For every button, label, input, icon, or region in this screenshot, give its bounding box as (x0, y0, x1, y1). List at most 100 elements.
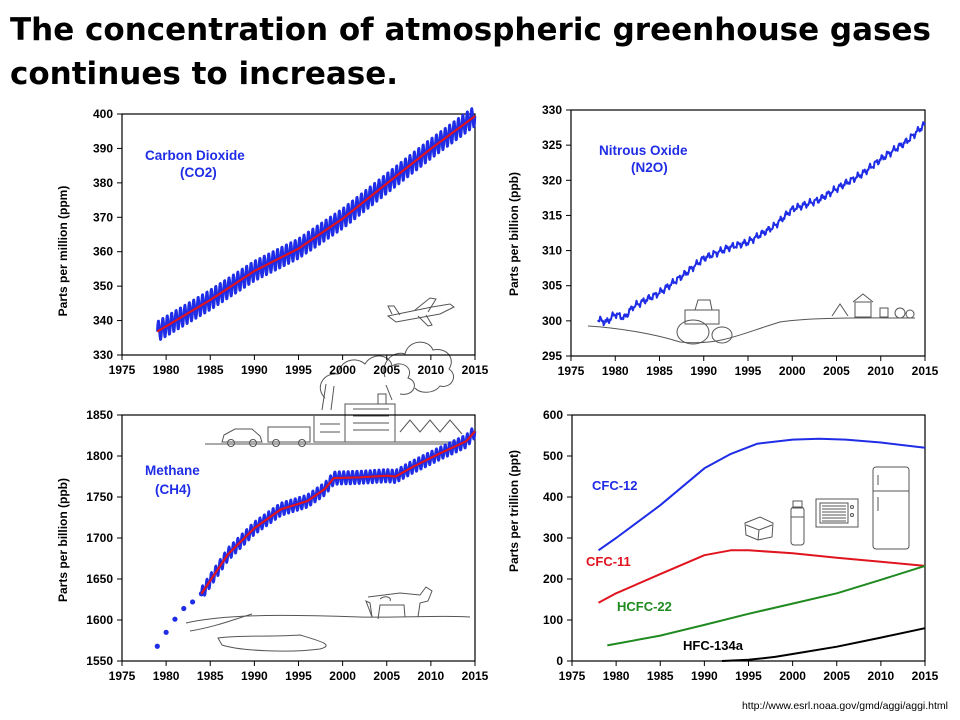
halocarbons-x-tick-label: 1995 (735, 669, 762, 683)
co2-x-tick-label: 2005 (373, 363, 400, 377)
ch4-y-tick-label: 1550 (86, 654, 113, 668)
ch4-x-tick-label: 1980 (153, 669, 180, 683)
takeout-box-icon (744, 516, 774, 541)
halocarbons-y-tick-label: 100 (543, 613, 563, 627)
ch4-x-tick-label: 2005 (373, 669, 400, 683)
halocarbons-x-tick-label: 1975 (559, 669, 586, 683)
halocarbons-x-tick-label: 1980 (603, 669, 630, 683)
halocarbons-y-tick-label: 500 (543, 449, 563, 463)
halocarbon-chart: 1975 1980 1985 1990 1995 2000 2005 2010 2015 0 100… (507, 408, 939, 683)
cfc12-label: CFC-12 (592, 478, 638, 493)
hfc134a-label: HFC-134a (683, 638, 744, 653)
ch4-x-tick-label: 1985 (197, 669, 224, 683)
ch4-y-tick-label: 1750 (86, 490, 113, 504)
ch4-early-point (172, 616, 178, 622)
co2-label-line1: Carbon Dioxide (145, 148, 245, 163)
co2-illustration (205, 297, 465, 447)
refrigerator-icon (872, 466, 910, 550)
hcfc22-label: HCFC-22 (617, 599, 672, 614)
n2o-ylabel: Parts per billion (ppb) (507, 172, 521, 296)
co2-x-tick-label: 2015 (462, 363, 489, 377)
halocarbons-x-tick-label: 2000 (779, 669, 806, 683)
n2o-x-tick-label: 2010 (867, 364, 894, 378)
halocarbons-cfc-11-line (598, 549, 926, 604)
ch4-x-tick-label: 2000 (329, 669, 356, 683)
halocarbon-axes: 1975 1980 1985 1990 1995 2000 2005 2010 2015 0 100… (543, 408, 939, 683)
n2o-x-tick-label: 1975 (558, 364, 585, 378)
halocarbons-y-tick-label: 300 (543, 531, 563, 545)
co2-y-tick-label: 390 (93, 141, 113, 155)
halocarbons-hfc-134a-line (721, 627, 926, 662)
halocarbons-y-tick-label: 600 (543, 408, 563, 422)
co2-chart: 1975 1980 1985 1990 1995 2000 2005 2010 2015 330 3… (56, 107, 489, 447)
smoke-icon (319, 341, 454, 399)
co2-panel: 1975 1980 1985 1990 1995 2000 2005 2010 2015 330 3… (0, 102, 489, 447)
ch4-x-tick-label: 1990 (241, 669, 268, 683)
co2-label-line2: (CO2) (180, 165, 217, 180)
ch4-y-tick-label: 1850 (86, 408, 113, 422)
ch4-y-tick-label: 1650 (86, 572, 113, 586)
halocarbon-series (597, 437, 926, 662)
halocarbons-cfc-12-line (597, 437, 926, 552)
microwave-icon (815, 498, 859, 528)
cfc11-label: CFC-11 (586, 554, 631, 569)
slide-title: The concentration of atmospheric greenho… (10, 12, 931, 92)
n2o-y-tick-label: 300 (542, 314, 562, 328)
ch4-x-tick-label: 2010 (418, 669, 445, 683)
ch4-measured-line (200, 427, 477, 597)
halocarbons-x-tick-label: 1990 (691, 669, 718, 683)
n2o-label-line1: Nitrous Oxide (599, 143, 688, 158)
co2-trend-line (156, 115, 476, 333)
halocarbons-x-tick-label: 2010 (868, 669, 895, 683)
co2-y-tick-label: 360 (93, 245, 113, 259)
n2o-label-line2: (N2O) (631, 160, 668, 175)
ch4-trend-line (200, 430, 476, 595)
halocarbons-hcfc-22-line (607, 564, 926, 647)
ch4-illustration (185, 586, 471, 652)
co2-x-tick-label: 1990 (241, 363, 268, 377)
n2o-measured-line (597, 121, 926, 327)
co2-y-tick-label: 330 (93, 348, 113, 362)
halocarbon-ylabel: Parts per trillion (ppt) (507, 450, 521, 572)
wetland-icon (185, 613, 471, 652)
co2-x-tick-label: 2000 (329, 363, 356, 377)
halocarbons-plot-frame (571, 414, 926, 662)
co2-x-tick-label: 1995 (285, 363, 312, 377)
n2o-y-tick-label: 310 (542, 244, 562, 258)
ch4-early-point (163, 629, 169, 635)
n2o-y-tick-label: 330 (542, 103, 562, 117)
co2-y-tick-label: 380 (93, 176, 113, 190)
ch4-early-point (181, 605, 187, 612)
ch4-label-line1: Methane (145, 463, 200, 478)
co2-y-tick-label: 350 (93, 279, 113, 293)
halocarbons-y-tick-label: 400 (543, 490, 563, 504)
ch4-label-line2: (CH4) (155, 482, 191, 497)
n2o-x-tick-label: 2005 (823, 364, 850, 378)
co2-y-tick-label: 400 (93, 107, 113, 121)
n2o-series (597, 121, 926, 327)
n2o-x-tick-label: 2000 (779, 364, 806, 378)
ch4-x-tick-label: 1995 (285, 669, 312, 683)
co2-y-tick-label: 370 (93, 210, 113, 224)
n2o-axes: 1975 1980 1985 1990 1995 2000 2005 2010 2015 295 3… (542, 103, 939, 378)
ch4-early-point (154, 643, 160, 649)
co2-x-tick-label: 2010 (418, 363, 445, 377)
halocarbon-illustration (744, 466, 910, 550)
ch4-chart: 1975 1980 1985 1990 1995 2000 2005 2010 2015 1550… (56, 408, 489, 683)
ch4-y-tick-label: 1700 (86, 531, 113, 545)
cars-icon (205, 426, 455, 447)
halocarbons-x-tick-label: 2015 (912, 669, 939, 683)
ch4-x-tick-label: 2015 (462, 669, 489, 683)
halocarbons-y-tick-label: 0 (556, 654, 563, 668)
n2o-x-tick-label: 1995 (735, 364, 762, 378)
co2-x-tick-label: 1975 (109, 363, 136, 377)
n2o-x-tick-label: 1985 (646, 364, 673, 378)
n2o-x-tick-label: 1980 (602, 364, 629, 378)
ch4-series (154, 427, 477, 649)
ch4-early-point (190, 599, 196, 605)
ch4-x-tick-label: 1975 (109, 669, 136, 683)
thermos-icon (790, 500, 805, 546)
co2-x-tick-label: 1980 (153, 363, 180, 377)
n2o-y-tick-label: 305 (542, 279, 562, 293)
n2o-illustration (587, 293, 916, 345)
